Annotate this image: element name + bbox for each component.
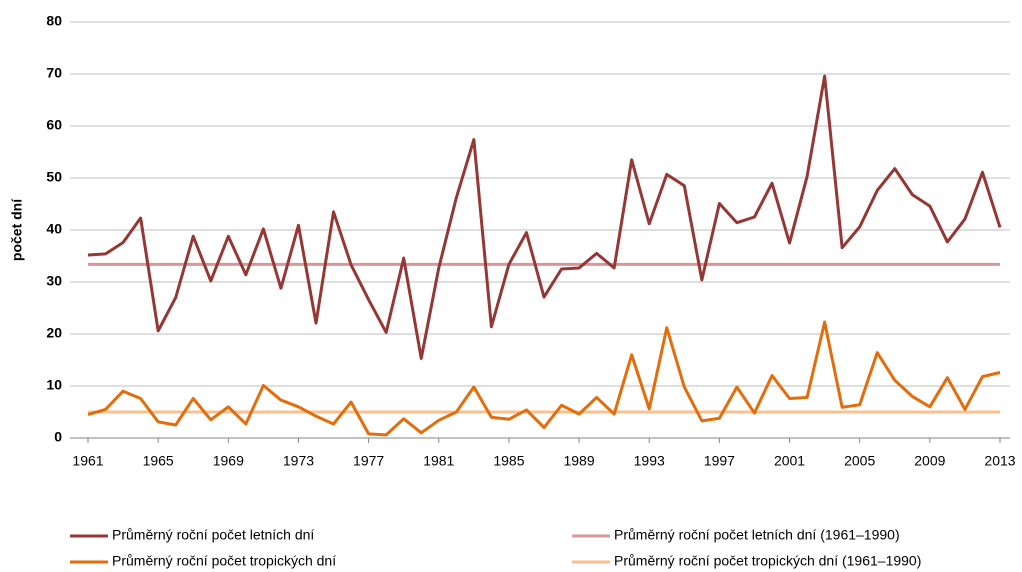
legend-label: Průměrný roční počet letních dní (1961–1… [614,527,900,543]
legend-label: Průměrný roční počet tropických dní [112,553,336,569]
legend-label: Průměrný roční počet letních dní [112,527,314,543]
x-tick-label: 1977 [353,453,384,469]
x-tick-label: 1961 [72,453,103,469]
y-tick-label: 70 [46,65,62,81]
y-tick-label: 30 [46,273,62,289]
series-line [87,320,1001,437]
x-tick-label: 2005 [844,453,875,469]
y-tick-label: 80 [46,13,62,29]
x-tick-label: 2013 [984,453,1015,469]
x-tick-label: 1969 [213,453,244,469]
x-tick-label: 1989 [563,453,594,469]
y-tick-label: 10 [46,377,62,393]
x-tick-label: 1981 [423,453,454,469]
x-tick-label: 1973 [283,453,314,469]
x-tick-label: 2001 [774,453,805,469]
y-tick-label: 50 [46,169,62,185]
y-tick-label: 0 [54,429,62,445]
y-tick-label: 20 [46,325,62,341]
y-axis-label: počet dní [9,198,25,261]
series-line [87,74,1002,360]
x-tick-label: 1985 [493,453,524,469]
x-tick-label: 2009 [914,453,945,469]
y-tick-label: 60 [46,117,62,133]
x-tick-label: 1993 [634,453,665,469]
x-tick-label: 1965 [143,453,174,469]
x-tick-label: 1997 [704,453,735,469]
legend-label: Průměrný roční počet tropických dní (196… [614,553,921,569]
y-tick-label: 40 [46,221,62,237]
